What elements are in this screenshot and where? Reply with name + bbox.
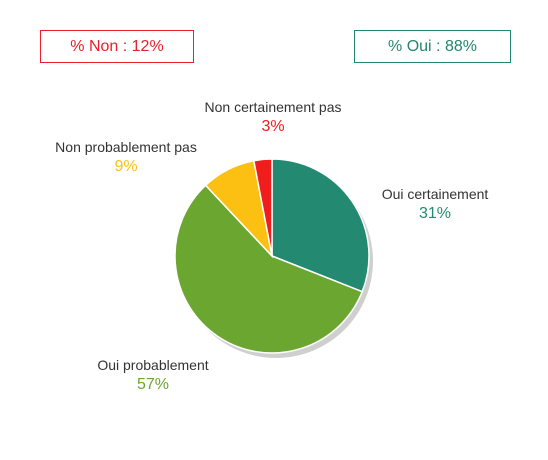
oui-total-box: % Oui : 88% (354, 30, 511, 63)
non-total-box: % Non : 12% (40, 30, 194, 63)
slice-name: Oui probablement (97, 357, 209, 373)
slice-label-non-certainement-pas: Non certainement pas 3% (188, 99, 358, 136)
slice-label-non-probablement-pas: Non probablement pas 9% (40, 139, 212, 176)
slice-label-oui-probablement: Oui probablement 57% (83, 357, 223, 394)
slice-label-oui-certainement: Oui certainement 31% (370, 186, 500, 223)
slice-percent: 31% (418, 205, 452, 222)
slice-percent: 57% (136, 376, 170, 393)
slice-percent: 9% (114, 158, 138, 175)
slice-name: Non certainement pas (204, 99, 342, 115)
slice-name: Non probablement pas (55, 139, 197, 155)
slice-percent: 3% (261, 118, 285, 135)
slice-name: Oui certainement (381, 186, 489, 202)
pie-slice-non-certainement-pas (252, 158, 273, 257)
pie-slice-oui-probablement (174, 184, 364, 354)
pie-slice-oui-certainement (271, 158, 370, 293)
